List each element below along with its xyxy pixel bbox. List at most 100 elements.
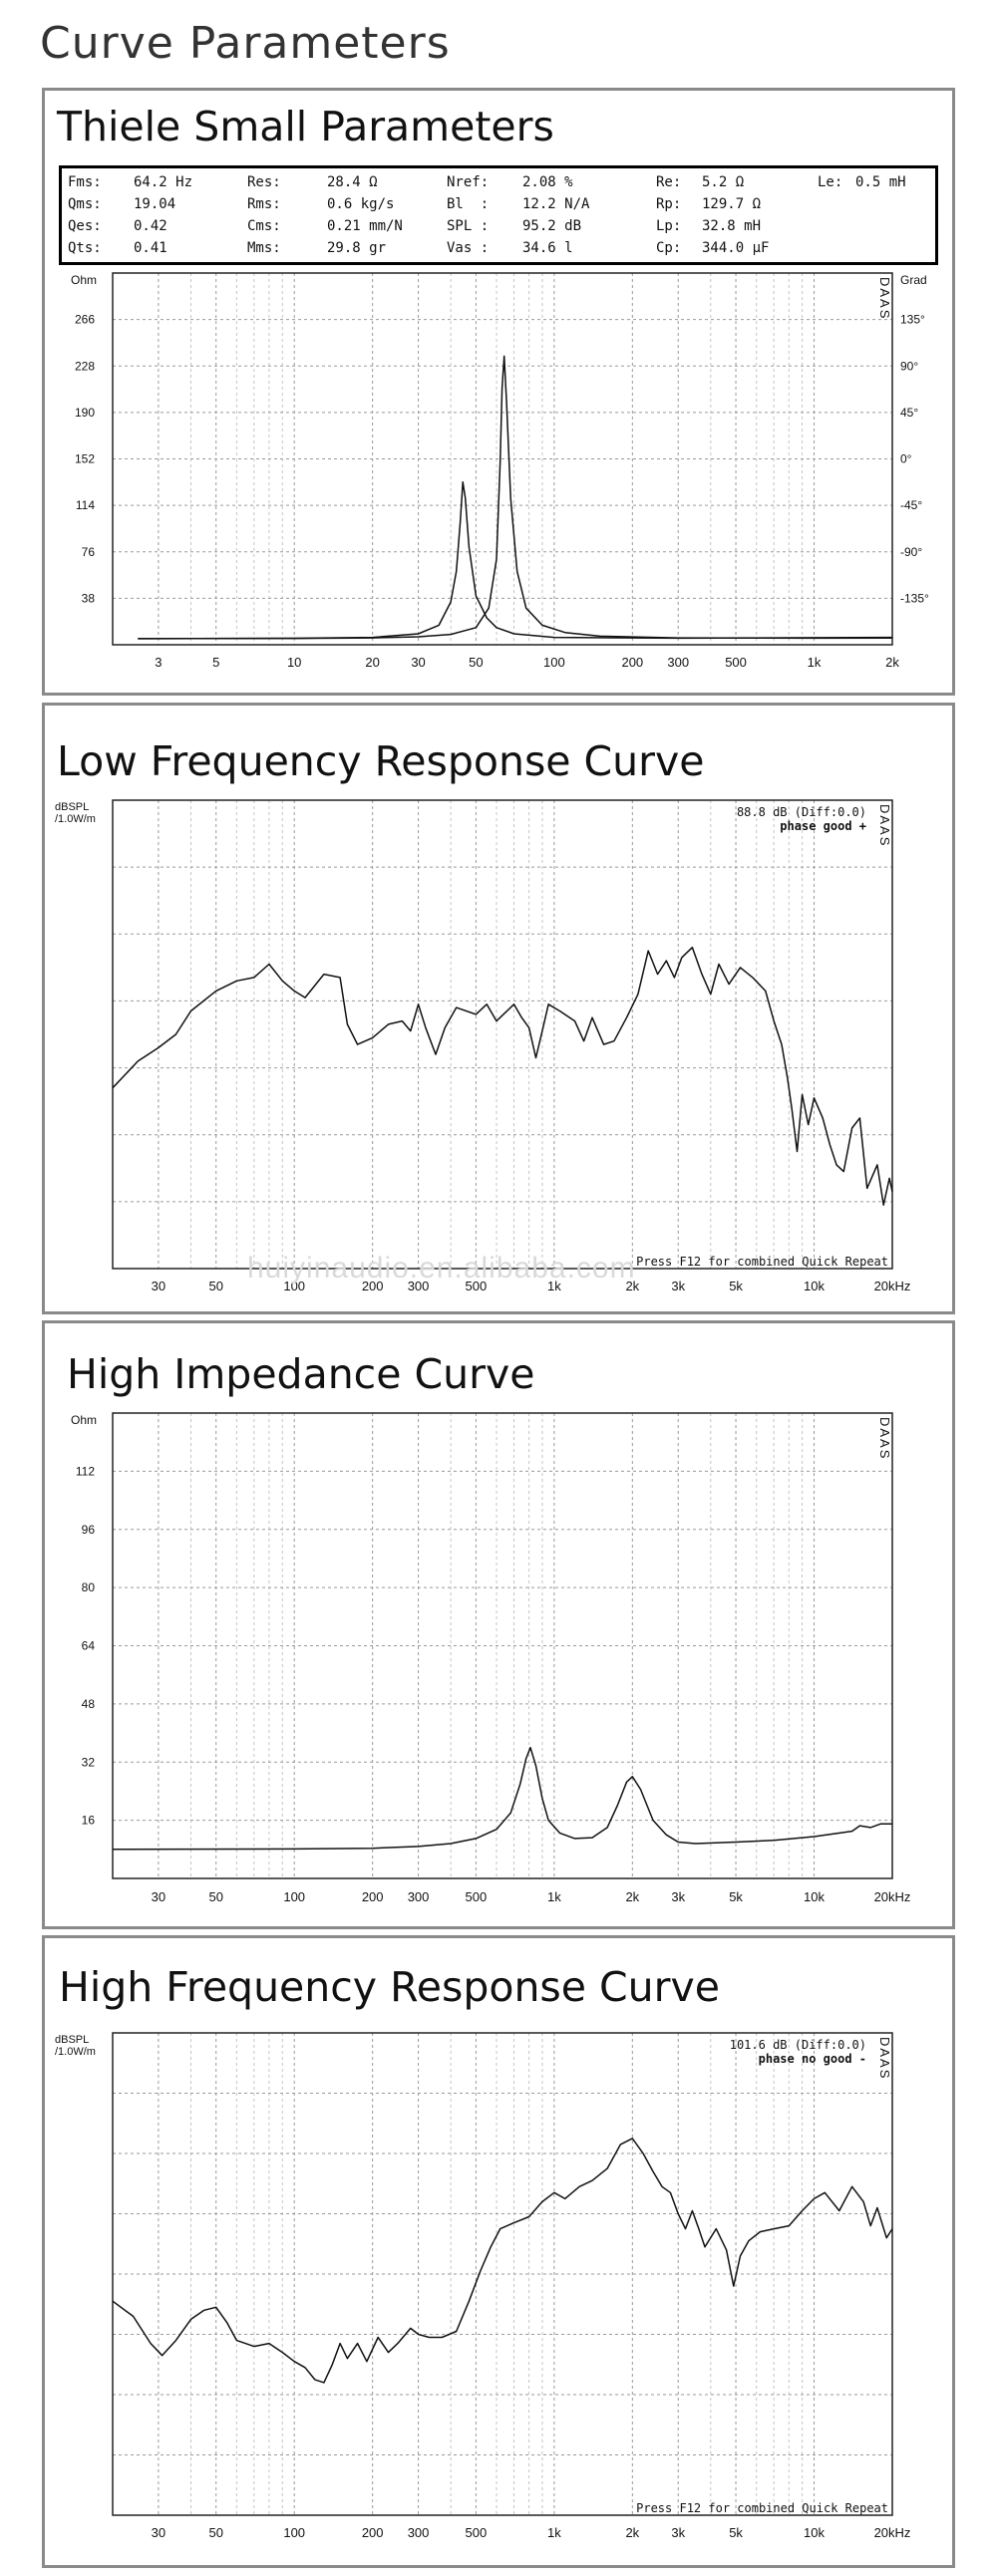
y-tick-label: 190	[75, 406, 95, 420]
y-right-tick-label: 135°	[900, 313, 925, 327]
y-tick-label: 266	[75, 313, 95, 327]
series-line	[112, 946, 893, 1206]
x-tick-label: 3k	[671, 1889, 685, 1904]
y-axis-label: Ohm	[71, 273, 97, 287]
param-label: Mms:	[247, 240, 281, 256]
y-right-tick-label: 90°	[900, 359, 918, 373]
param-label: Le:	[818, 174, 843, 190]
param-value: 0.41	[134, 240, 167, 256]
x-tick-label: 10k	[804, 1889, 825, 1904]
x-tick-label: 50	[208, 1889, 222, 1904]
high-impedance-chart: 30 50 100 200 300 500 1k 2k 3k 5k 10k 20kHz 16 32 48 64…	[71, 1412, 910, 1904]
series-line	[138, 355, 893, 640]
x-tick-label: 500	[466, 1889, 488, 1904]
x-tick-label: 20	[365, 655, 379, 670]
x-tick-label: 20kHz	[874, 2525, 911, 2540]
x-tick-label: 50	[208, 1279, 222, 1293]
daas-brand-mark: DAAS	[877, 2037, 892, 2080]
param-value: 64.2 Hz	[134, 174, 193, 190]
y-right-tick-label: -90°	[900, 545, 922, 559]
param-value: 34.6 l	[522, 240, 573, 256]
y-tick-label: 96	[82, 1523, 96, 1537]
param-value: 12.2 N/A	[522, 196, 590, 212]
param-value: 29.8 gr	[327, 240, 387, 256]
y-right-tick-label: -45°	[900, 498, 922, 512]
y-right-tick-label: -135°	[900, 591, 929, 605]
y-axis-label: dBSPL/1.0W/m	[55, 2034, 96, 2058]
x-tick-label: 1k	[808, 655, 822, 670]
plot-frame	[112, 799, 893, 1270]
x-tick-label: 200	[362, 1279, 384, 1293]
param-label: Vas :	[447, 240, 490, 256]
param-value: 5.2 Ω	[702, 174, 745, 190]
param-value: 2.08 %	[522, 174, 573, 190]
y-tick-label: 16	[82, 1814, 96, 1828]
y-tick-label: 64	[82, 1639, 96, 1653]
param-value: 0.21 mm/N	[327, 218, 403, 234]
plot-frame	[112, 1412, 893, 1879]
x-tick-label: 3k	[671, 2525, 685, 2540]
x-tick-label: 2k	[625, 1279, 639, 1293]
x-tick-label: 10k	[804, 1279, 825, 1293]
high-frequency-chart: 30 50 100 200 300 500 1k 2k 3k 5k 10k 20kHz dBSPL/1.…	[55, 2032, 911, 2540]
x-tick-label: 3	[155, 655, 162, 670]
grid	[112, 2033, 893, 2515]
x-tick-label: 300	[667, 655, 689, 670]
x-tick-label: 5	[212, 655, 219, 670]
x-tick-label: 30	[152, 1279, 166, 1293]
daas-brand-mark: DAAS	[877, 277, 892, 320]
impedance-chart: 3 5 10 20 30 50 100 200 300 500 1k 2k 38 76 114 152 190 2…	[71, 272, 929, 670]
panel-title: Thiele Small Parameters	[57, 103, 554, 150]
x-tick-label: 2k	[625, 1889, 639, 1904]
x-tick-label: 5k	[729, 2525, 743, 2540]
x-tick-label: 1k	[547, 2525, 561, 2540]
grid	[112, 272, 893, 645]
x-tick-label: 200	[362, 1889, 384, 1904]
panel-title: Low Frequency Response Curve	[57, 737, 705, 785]
param-label: Bl :	[447, 196, 490, 212]
param-label: Re:	[656, 174, 682, 190]
param-label: Lp:	[656, 218, 682, 234]
thiele-small-panel: Thiele Small Parameters Fms: 64.2 Hz Res: 2…	[42, 88, 955, 696]
grid	[112, 1412, 893, 1878]
y-tick-label: 76	[82, 545, 96, 559]
x-tick-label: 100	[283, 1279, 305, 1293]
x-tick-label: 20kHz	[874, 1279, 911, 1293]
x-tick-label: 5k	[729, 1279, 743, 1293]
x-tick-label: 500	[725, 655, 747, 670]
x-tick-label: 500	[466, 2525, 488, 2540]
y-right-tick-label: 0°	[900, 452, 912, 466]
param-value: 129.7 Ω	[702, 196, 762, 212]
y-tick-label: 38	[82, 591, 96, 605]
low-frequency-chart: 30 50 100 200 300 500 1k 2k 3k 5k 10k 20kHz dBSPL/1.…	[55, 799, 911, 1293]
annotation-footer: Press F12 for combined Quick Repeat	[636, 1255, 888, 1269]
x-tick-label: 30	[152, 1889, 166, 1904]
param-value: 19.04	[134, 196, 176, 212]
annotation-phase: phase no good -	[759, 2052, 866, 2066]
x-tick-label: 300	[408, 2525, 430, 2540]
param-label: Cms:	[247, 218, 281, 234]
param-label: Qes:	[68, 218, 102, 234]
x-tick-label: 50	[208, 2525, 222, 2540]
x-tick-label: 1k	[547, 1889, 561, 1904]
y-axis-label-line: dBSPL	[55, 2034, 89, 2046]
grid	[112, 800, 893, 1269]
x-tick-label: 100	[283, 2525, 305, 2540]
x-tick-label: 200	[362, 2525, 384, 2540]
y-axis-label: dBSPL/1.0W/m	[55, 801, 96, 825]
param-label: Qts:	[68, 240, 102, 256]
x-tick-label: 30	[411, 655, 425, 670]
panel-title: High Frequency Response Curve	[59, 1963, 721, 2011]
series-line	[138, 481, 893, 640]
y-tick-label: 152	[75, 452, 95, 466]
panel-title: High Impedance Curve	[67, 1350, 535, 1398]
y-tick-label: 48	[82, 1697, 96, 1711]
annotation-footer: Press F12 for combined Quick Repeat	[636, 2501, 888, 2515]
x-tick-label: 100	[543, 655, 565, 670]
param-value: 28.4 Ω	[327, 174, 378, 190]
param-label: Res:	[247, 174, 281, 190]
param-label: Qms:	[68, 196, 102, 212]
x-tick-label: 300	[408, 1279, 430, 1293]
y-tick-label: 32	[82, 1755, 96, 1769]
plot-frame	[112, 2032, 893, 2516]
